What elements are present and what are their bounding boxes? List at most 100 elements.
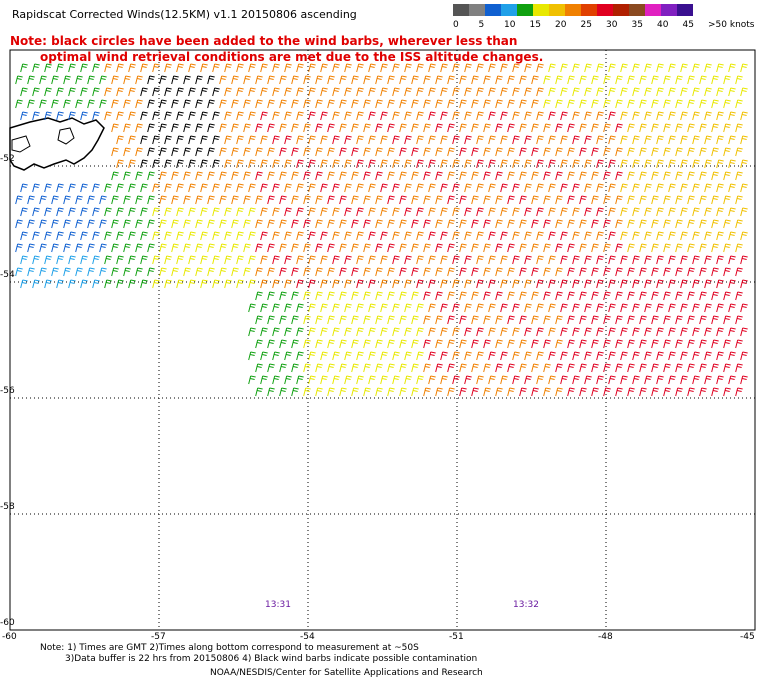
wind-barb (380, 87, 388, 97)
wind-barb (303, 267, 311, 277)
wind-barb (320, 159, 328, 169)
wind-barbs (15, 63, 748, 397)
wind-barb (639, 315, 647, 325)
wind-barb (128, 87, 136, 97)
wind-barb (584, 87, 592, 97)
wind-barb (51, 99, 59, 109)
wind-barb (639, 195, 647, 205)
wind-barb (147, 75, 155, 85)
wind-barb (176, 111, 184, 121)
wind-barb (56, 231, 64, 241)
wind-barb (591, 267, 599, 277)
wind-barb (639, 171, 647, 181)
wind-barb (44, 63, 52, 73)
wind-barb (728, 375, 736, 385)
wind-barb (603, 123, 611, 133)
wind-barb (296, 87, 304, 97)
wind-barb (668, 135, 676, 145)
legend-swatch (677, 4, 693, 16)
wind-barb (572, 207, 580, 217)
wind-barb (644, 327, 652, 337)
wind-barb (176, 207, 184, 217)
wind-barb (740, 159, 748, 169)
wind-barb (315, 99, 323, 109)
wind-barb (680, 207, 688, 217)
wind-barb (248, 279, 256, 289)
wind-barb (44, 207, 52, 217)
wind-barb (272, 327, 280, 337)
wind-barb (339, 171, 347, 181)
wind-barb (39, 99, 47, 109)
lat-tick-label: -60 (0, 618, 15, 628)
wind-barb (188, 111, 196, 121)
wind-barb (735, 99, 743, 109)
wind-barb (699, 123, 707, 133)
wind-barb (531, 387, 539, 397)
wind-barb (711, 123, 719, 133)
wind-barb (411, 99, 419, 109)
wind-barb (411, 291, 419, 301)
legend-label: 20 (555, 20, 567, 30)
wind-barb (495, 291, 503, 301)
wind-barb (632, 255, 640, 265)
wind-barb (512, 303, 520, 313)
wind-barb (92, 111, 100, 121)
wind-barb (704, 351, 712, 361)
wind-barb (332, 183, 340, 193)
wind-barb (368, 303, 376, 313)
wind-barb (327, 219, 335, 229)
wind-barb (351, 75, 359, 85)
wind-barb (435, 291, 443, 301)
wind-barb (32, 255, 40, 265)
wind-barb (99, 219, 107, 229)
wind-barb (255, 195, 263, 205)
lat-tick-label: -54 (0, 270, 15, 280)
wind-barb (428, 111, 436, 121)
wind-barb (51, 243, 59, 253)
wind-barb (663, 315, 671, 325)
wind-barb (675, 171, 683, 181)
wind-barb (428, 183, 436, 193)
wind-barb (680, 255, 688, 265)
wind-barb (639, 243, 647, 253)
wind-barb (555, 123, 563, 133)
wind-barb (548, 207, 556, 217)
wind-barb (435, 267, 443, 277)
wind-barb (476, 183, 484, 193)
wind-barb (183, 123, 191, 133)
wind-barb (104, 255, 112, 265)
wind-barb (111, 267, 119, 277)
wind-barb (195, 267, 203, 277)
wind-barb (536, 135, 544, 145)
wind-barb (147, 267, 155, 277)
wind-barb (728, 111, 736, 121)
wind-barb (27, 243, 35, 253)
wind-barb (668, 327, 676, 337)
wind-barb (308, 207, 316, 217)
wind-barb (500, 375, 508, 385)
wind-barb (135, 243, 143, 253)
wind-barb (440, 63, 448, 73)
wind-barb (476, 279, 484, 289)
wind-barb (147, 99, 155, 109)
wind-barb (200, 111, 208, 121)
wind-barb (488, 63, 496, 73)
wind-barb (404, 375, 412, 385)
wind-barb (279, 315, 287, 325)
wind-barb (152, 63, 160, 73)
wind-barb (428, 351, 436, 361)
wind-barb (123, 75, 131, 85)
wind-barb (351, 243, 359, 253)
wind-barb (128, 159, 136, 169)
wind-barb (608, 327, 616, 337)
wind-barb (356, 303, 364, 313)
wind-barb (260, 375, 268, 385)
wind-barb (723, 387, 731, 397)
wind-barb (464, 111, 472, 121)
wind-barb (380, 231, 388, 241)
wind-barb (740, 351, 748, 361)
wind-barb (615, 219, 623, 229)
wind-barb (627, 363, 635, 373)
wind-barb (476, 351, 484, 361)
wind-barb (452, 303, 460, 313)
